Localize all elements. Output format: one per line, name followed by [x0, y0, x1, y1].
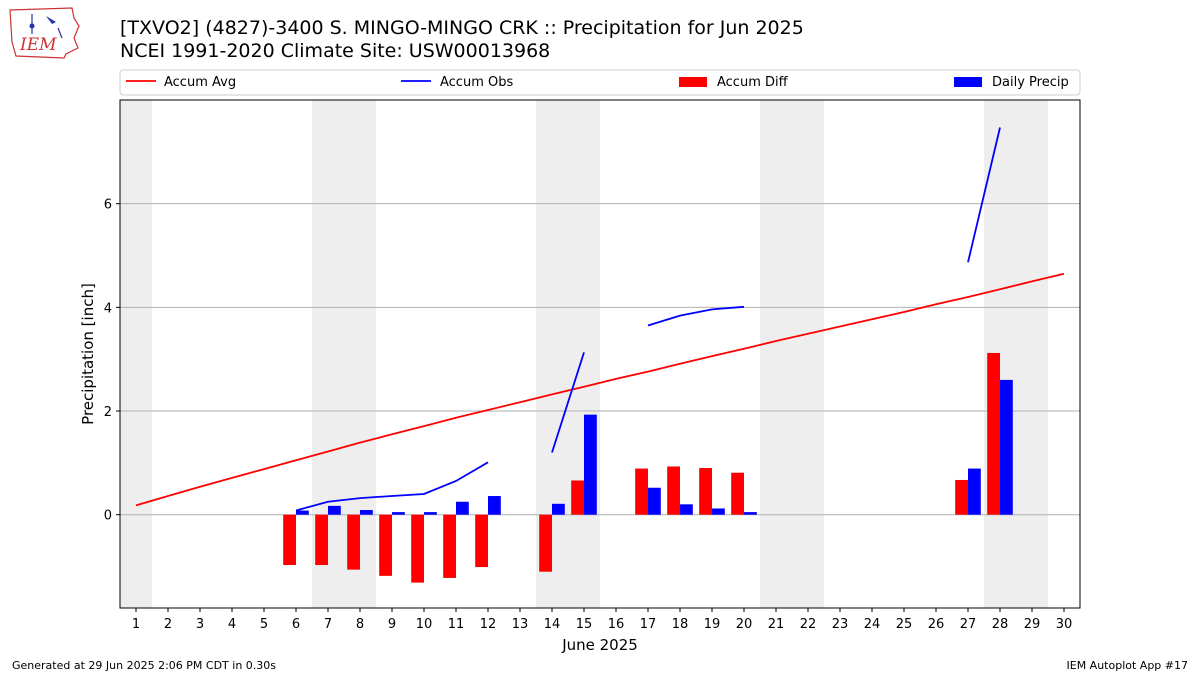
y-axis-label: Precipitation [inch]: [79, 283, 97, 425]
y-tick-label: 2: [104, 405, 112, 420]
x-tick-label: 5: [260, 617, 268, 632]
accum-diff-bar: [443, 514, 456, 578]
daily-precip-bar: [424, 512, 437, 515]
x-tick-label: 3: [196, 617, 204, 632]
daily-precip-bar: [456, 501, 469, 515]
weekend-shade: [1016, 100, 1048, 608]
x-tick-label: 27: [960, 617, 977, 632]
x-tick-label: 20: [736, 617, 753, 632]
y-tick-label: 6: [104, 198, 112, 213]
accum-diff-bar: [699, 468, 712, 515]
legend-label-accum-obs: Accum Obs: [440, 75, 513, 90]
x-tick-label: 23: [832, 617, 849, 632]
legend-frame: [119, 69, 1081, 96]
x-tick-label: 14: [544, 617, 561, 632]
daily-precip-bar: [584, 414, 597, 515]
accum-diff-bar: [987, 352, 1000, 515]
x-tick-label: 24: [864, 617, 881, 632]
accum-diff-bar: [475, 514, 488, 568]
daily-precip-bar: [488, 496, 501, 515]
accum-diff-bar: [955, 479, 968, 515]
plot-frame: [119, 99, 1081, 609]
legend-swatch-daily-precip: [954, 77, 982, 87]
accum-obs-line: [551, 352, 585, 453]
x-tick-label: 22: [800, 617, 817, 632]
legend-swatch-accum-diff: [679, 77, 707, 87]
x-tick-label: 13: [512, 617, 529, 632]
daily-precip-bar: [328, 505, 341, 515]
iem-logo: IEM: [9, 7, 80, 59]
accum-obs-line: [647, 305, 745, 327]
x-tick-label: 8: [356, 617, 364, 632]
x-tick-label: 29: [1024, 617, 1041, 632]
x-tick-label: 21: [768, 617, 785, 632]
x-axis-ticks: 1 2 3 4 5 6 7 8 9 10 11 12 13 14 15 16 17 18 19 20 21 22 23 24 2…: [132, 608, 1072, 632]
accum-obs-line: [295, 461, 489, 512]
accum-diff-bar: [731, 472, 744, 515]
x-tick-label: 30: [1056, 617, 1073, 632]
legend-label-daily-precip: Daily Precip: [992, 75, 1069, 90]
x-tick-label: 18: [672, 617, 689, 632]
x-tick-label: 15: [576, 617, 593, 632]
x-tick-label: 11: [448, 617, 465, 632]
daily-precip-bar: [744, 512, 757, 515]
footer-app-id: IEM Autoplot App #17: [1066, 659, 1189, 672]
footer-generated-note: Generated at 29 Jun 2025 2:06 PM CDT in …: [12, 659, 277, 672]
logo-text: IEM: [19, 35, 57, 55]
daily-precip-bar: [968, 468, 981, 515]
x-tick-label: 26: [928, 617, 945, 632]
accum-diff-bar: [283, 514, 296, 565]
daily-precip-bar: [680, 504, 693, 515]
weekend-shade: [120, 100, 152, 608]
weekend-shading: [120, 100, 1048, 608]
daily-precip-bar: [648, 487, 661, 515]
x-tick-label: 19: [704, 617, 721, 632]
x-tick-label: 16: [608, 617, 625, 632]
weekend-shade: [760, 100, 792, 608]
chart-subtitle: NCEI 1991-2020 Climate Site: USW00013968: [120, 40, 551, 62]
accum-diff-bar: [411, 514, 424, 583]
daily-precip-bar: [712, 508, 725, 515]
x-tick-label: 25: [896, 617, 913, 632]
x-tick-label: 7: [324, 617, 332, 632]
weekend-shade: [792, 100, 824, 608]
legend: Accum Avg Accum Obs Accum Diff Daily Pre…: [119, 69, 1081, 96]
x-tick-label: 2: [164, 617, 172, 632]
x-tick-label: 1: [132, 617, 140, 632]
accum-diff-bar: [315, 514, 328, 565]
x-tick-label: 6: [292, 617, 300, 632]
x-tick-label: 9: [388, 617, 396, 632]
legend-label-accum-avg: Accum Avg: [164, 75, 236, 90]
accum-diff-bar: [379, 514, 392, 576]
iowa-state-outline: [9, 7, 80, 59]
lines: [135, 127, 1065, 512]
daily-precip-bar: [296, 510, 309, 515]
x-tick-label: 28: [992, 617, 1009, 632]
y-tick-label: 0: [104, 509, 112, 524]
accum-diff-bar: [667, 466, 680, 515]
daily-precip-bar: [360, 510, 373, 515]
y-tick-label: 4: [104, 301, 112, 316]
x-axis-label: June 2025: [561, 636, 638, 654]
accum-obs-line: [967, 127, 1001, 263]
accum-diff-bar: [539, 514, 552, 572]
daily-precip-bar: [1000, 379, 1013, 515]
accum-diff-bar: [635, 468, 648, 515]
daily-precip-bar: [552, 503, 565, 515]
accum-avg-line: [135, 272, 1065, 507]
chart-title: [TXVO2] (4827)-3400 S. MINGO-MINGO CRK :…: [120, 17, 804, 39]
y-axis-ticks: 0 2 4 6: [104, 198, 120, 524]
x-tick-label: 17: [640, 617, 657, 632]
x-tick-label: 10: [416, 617, 433, 632]
accum-diff-bar: [347, 514, 360, 570]
accum-diff-bar: [571, 480, 584, 515]
legend-label-accum-diff: Accum Diff: [717, 75, 789, 90]
bars: [283, 352, 1013, 583]
x-tick-label: 4: [228, 617, 236, 632]
x-tick-label: 12: [480, 617, 497, 632]
daily-precip-bar: [392, 512, 405, 515]
